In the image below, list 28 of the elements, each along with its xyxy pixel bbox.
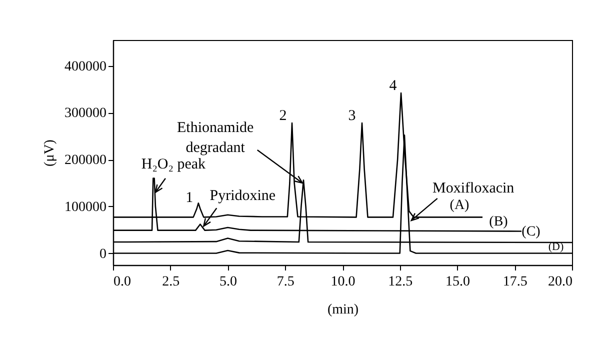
x-tick-label: 15.0 bbox=[446, 274, 470, 290]
x-tick-label: 0.0 bbox=[114, 274, 131, 290]
y-tick-label: 400000 bbox=[64, 59, 106, 74]
y-tick-label: 0 bbox=[100, 246, 106, 262]
legend-label: (A) bbox=[450, 198, 470, 214]
x-tick-label: 12.5 bbox=[388, 274, 413, 290]
x-tick-label: 2.5 bbox=[162, 274, 180, 290]
x-tick-label: 20.0 bbox=[548, 274, 572, 290]
y-axis-title: (μV) bbox=[42, 139, 58, 166]
x-tick-label: 10.0 bbox=[330, 274, 356, 290]
series-label: (D) bbox=[548, 240, 564, 253]
annotation: 3 bbox=[348, 108, 356, 124]
annotation: Pyridoxine bbox=[210, 188, 276, 204]
y-tick-label: 200000 bbox=[64, 153, 106, 168]
annotation: 4 bbox=[389, 78, 398, 94]
annotation: 2 bbox=[279, 108, 287, 124]
x-axis-title: (min) bbox=[327, 302, 359, 318]
y-tick-label: 100000 bbox=[64, 200, 106, 215]
annotation: 1 bbox=[186, 190, 194, 206]
y-tick-label: 300000 bbox=[64, 106, 106, 122]
series-label: (B) bbox=[489, 214, 508, 230]
series-label: (C) bbox=[522, 224, 541, 240]
x-tick-label: 5.0 bbox=[220, 274, 237, 290]
annotation: Moxifloxacin bbox=[432, 180, 515, 196]
annotation: H₂O₂ peak bbox=[141, 156, 206, 172]
x-tick-label: 17.5 bbox=[502, 274, 528, 290]
annotation: Ethionamide degradant bbox=[177, 120, 254, 156]
x-tick-label: 7.5 bbox=[276, 274, 294, 290]
